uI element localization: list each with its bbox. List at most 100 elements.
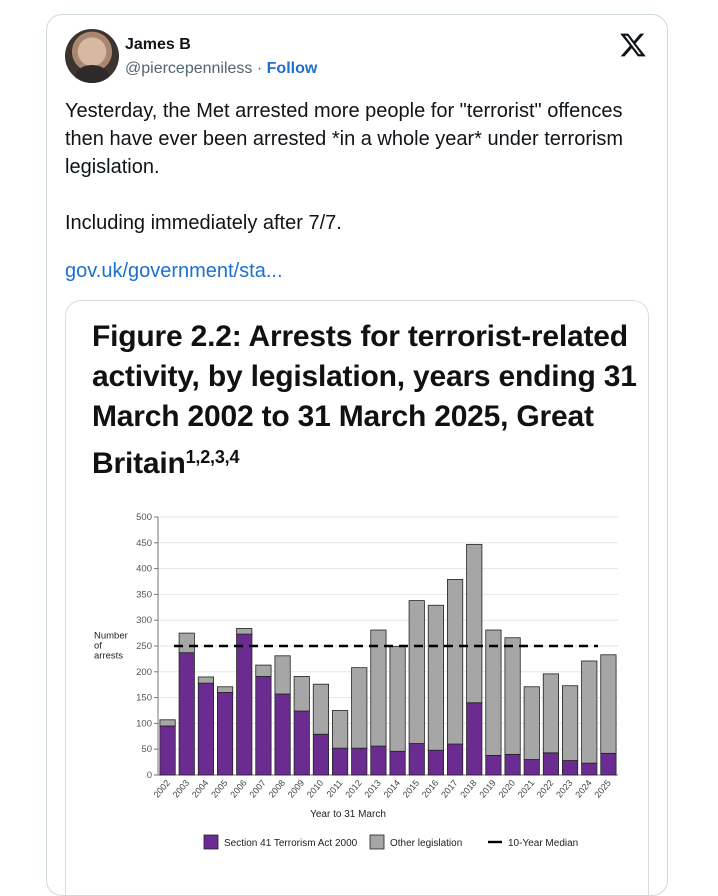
bar-section41 xyxy=(485,754,502,776)
arrests-bar-chart: 0 50 100 150 200 250 300 350 400 450 500 Number of ar… xyxy=(94,512,618,850)
legend-swatch-section41 xyxy=(203,834,219,850)
bar-other-legislation xyxy=(408,600,425,744)
legend-swatch-other xyxy=(369,834,385,850)
author-handle[interactable]: @piercepenniless xyxy=(125,60,253,77)
x-tick-label: 2021 xyxy=(516,778,537,800)
bar-other-legislation xyxy=(504,637,521,755)
bar-other-legislation xyxy=(542,673,559,754)
bar-section41 xyxy=(389,750,406,776)
bar-section41 xyxy=(293,710,310,776)
follow-button[interactable]: Follow xyxy=(266,60,318,77)
bar-other-legislation xyxy=(389,646,406,752)
x-tick-label: 2013 xyxy=(362,778,383,800)
bar-section41 xyxy=(217,692,234,776)
x-logo-icon[interactable] xyxy=(619,31,647,59)
x-tick-label: 2017 xyxy=(439,778,460,800)
x-tick-label: 2003 xyxy=(171,778,192,800)
y-tick-label: 500 xyxy=(136,512,152,523)
attached-image[interactable]: Figure 2.2: Arrests for terrorist-relate… xyxy=(65,300,649,895)
bar-section41 xyxy=(236,633,253,776)
y-tick-label: 350 xyxy=(136,589,152,600)
x-tick-label: 2015 xyxy=(401,778,422,800)
bar-other-legislation xyxy=(274,655,291,695)
separator-dot: · xyxy=(256,60,263,77)
x-tick-label: 2016 xyxy=(420,778,441,800)
bar-section41 xyxy=(581,762,598,776)
tweet-card[interactable]: James B @piercepenniless · Follow Yester… xyxy=(46,14,668,896)
x-tick-label: 2018 xyxy=(458,778,479,800)
bar-other-legislation xyxy=(485,629,502,756)
y-tick-label: 450 xyxy=(136,538,152,549)
bar-section41 xyxy=(427,749,444,776)
y-tick-label: 250 xyxy=(136,641,152,652)
x-tick-label: 2012 xyxy=(343,778,364,800)
bar-other-legislation xyxy=(427,604,444,751)
bar-other-legislation xyxy=(466,543,483,704)
x-tick-label: 2008 xyxy=(267,778,288,800)
x-tick-label: 2019 xyxy=(477,778,498,800)
legend-label-other: Other legislation xyxy=(390,838,462,849)
bar-section41 xyxy=(562,760,579,776)
legend-label-median: 10-Year Median xyxy=(508,838,578,849)
figure-title-superscript: 1,2,3,4 xyxy=(185,447,240,467)
bar-section41 xyxy=(351,747,368,776)
y-tick-label: 0 xyxy=(147,770,152,781)
x-tick-label: 2005 xyxy=(209,778,230,800)
bar-section41 xyxy=(447,743,464,776)
x-tick-label: 2002 xyxy=(152,778,173,800)
y-tick-label: 100 xyxy=(136,718,152,729)
y-tick-label: 400 xyxy=(136,564,152,575)
x-tick-label: 2009 xyxy=(286,778,307,800)
bar-section41 xyxy=(332,747,349,776)
x-tick-label: 2007 xyxy=(247,778,268,800)
bar-other-legislation xyxy=(312,683,329,735)
bar-other-legislation xyxy=(370,629,387,747)
bar-other-legislation xyxy=(332,710,349,749)
tweet-text: Yesterday, the Met arrested more people … xyxy=(65,100,624,234)
y-tick-label: 150 xyxy=(136,693,152,704)
bar-other-legislation xyxy=(447,579,464,745)
bar-section41 xyxy=(504,753,521,776)
y-tick-label: 200 xyxy=(136,667,152,678)
bar-other-legislation xyxy=(293,676,310,712)
y-tick-label: 300 xyxy=(136,615,152,626)
bar-other-legislation xyxy=(351,667,368,749)
bar-section41 xyxy=(600,752,617,776)
bar-other-legislation xyxy=(197,676,214,684)
x-tick-label: 2025 xyxy=(592,778,613,800)
bar-other-legislation xyxy=(581,660,598,764)
bar-section41 xyxy=(408,743,425,776)
x-tick-label: 2022 xyxy=(535,778,556,800)
y-tick-label: 50 xyxy=(141,744,152,755)
bar-other-legislation xyxy=(523,686,540,760)
tweet-link[interactable]: gov.uk/government/sta... xyxy=(65,260,283,282)
x-tick-label: 2023 xyxy=(554,778,575,800)
bar-section41 xyxy=(159,725,176,776)
x-tick-label: 2011 xyxy=(325,778,345,799)
x-axis-label: Year to 31 March xyxy=(310,809,386,820)
bar-other-legislation xyxy=(255,664,272,677)
bar-other-legislation xyxy=(159,719,176,727)
y-axis-label: Number of arrests xyxy=(94,630,128,661)
bar-section41 xyxy=(370,745,387,776)
bar-other-legislation xyxy=(178,632,195,654)
bar-section41 xyxy=(255,676,272,776)
x-tick-label: 2010 xyxy=(305,778,326,800)
bar-section41 xyxy=(197,682,214,776)
x-tick-label: 2024 xyxy=(573,778,594,800)
figure-title-text: Figure 2.2: Arrests for terrorist-relate… xyxy=(92,320,637,480)
bar-section41 xyxy=(466,702,483,776)
bar-other-legislation xyxy=(217,686,234,693)
handle-line: @piercepenniless · Follow xyxy=(125,60,317,78)
bar-other-legislation xyxy=(562,685,579,761)
avatar[interactable] xyxy=(65,29,119,83)
bar-other-legislation xyxy=(600,654,617,754)
author-name[interactable]: James B xyxy=(125,36,191,53)
bar-section41 xyxy=(542,752,559,776)
bar-section41 xyxy=(178,652,195,776)
figure-title: Figure 2.2: Arrests for terrorist-relate… xyxy=(92,317,637,484)
x-tick-label: 2020 xyxy=(497,778,518,800)
bar-section41 xyxy=(523,759,540,776)
x-tick-label: 2006 xyxy=(228,778,249,800)
bar-other-legislation xyxy=(236,628,253,635)
